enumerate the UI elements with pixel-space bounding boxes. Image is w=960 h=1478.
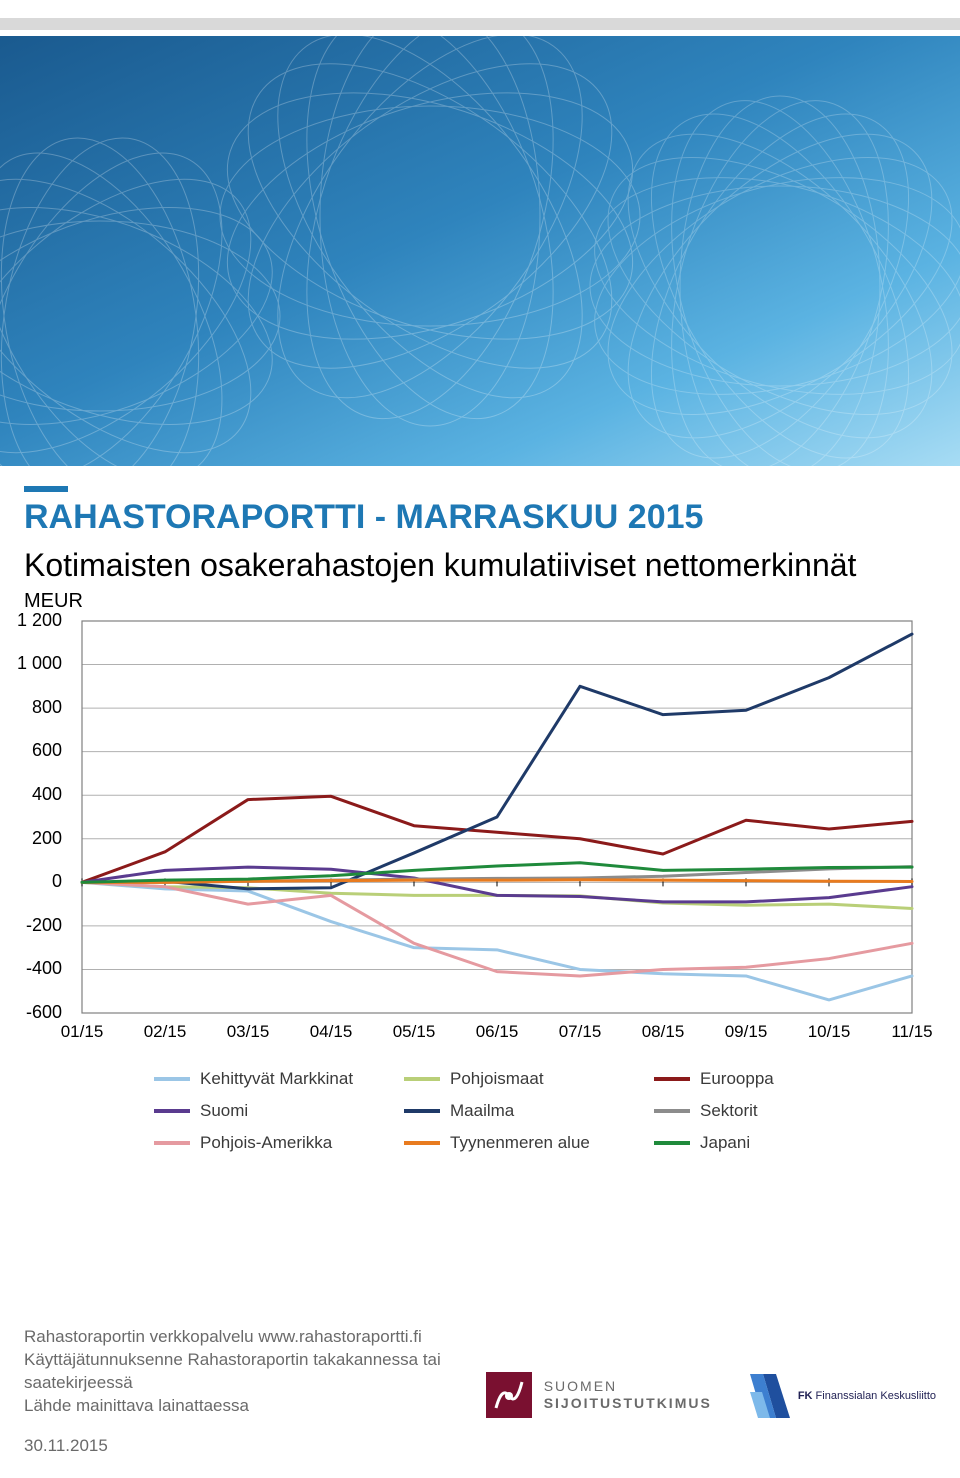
legend-label: Eurooppa: [700, 1069, 774, 1089]
footer-line-2: Käyttäjätunnuksenne Rahastoraportin taka…: [24, 1349, 936, 1372]
legend-item: Kehittyvät Markkinat: [154, 1069, 404, 1089]
logos: SUOMEN SIJOITUSTUTKIMUS FK Finanssialan …: [486, 1372, 936, 1418]
y-tick-label: 800: [0, 697, 62, 718]
x-tick-label: 10/15: [808, 1022, 851, 1042]
logo-fk: FK Finanssialan Keskusliitto: [750, 1374, 936, 1418]
legend: Kehittyvät Markkinat Pohjoismaat Eurooppa S…: [154, 1069, 936, 1153]
y-tick-label: -200: [0, 915, 62, 936]
legend-label: Sektorit: [700, 1101, 758, 1121]
sst-line-1: SUOMEN: [544, 1378, 712, 1396]
y-tick-label: 200: [0, 828, 62, 849]
title-accent: [24, 486, 68, 492]
x-tick-label: 06/15: [476, 1022, 519, 1042]
y-tick-label: -400: [0, 958, 62, 979]
legend-swatch: [154, 1109, 190, 1113]
legend-item: Suomi: [154, 1101, 404, 1121]
legend-item: Pohjoismaat: [404, 1069, 654, 1089]
legend-label: Suomi: [200, 1101, 248, 1121]
legend-swatch: [404, 1077, 440, 1081]
y-tick-label: 1 200: [0, 610, 62, 631]
legend-swatch: [154, 1077, 190, 1081]
x-tick-label: 11/15: [891, 1022, 932, 1042]
legend-label: Maailma: [450, 1101, 514, 1121]
top-divider: [0, 18, 960, 30]
legend-label: Pohjois-Amerikka: [200, 1133, 332, 1153]
y-tick-label: 400: [0, 784, 62, 805]
subtitle: Kotimaisten osakerahastojen kumulatiivis…: [24, 547, 936, 584]
legend-item: Eurooppa: [654, 1069, 904, 1089]
sst-line-2: SIJOITUSTUTKIMUS: [544, 1395, 712, 1413]
x-tick-label: 08/15: [642, 1022, 685, 1042]
y-tick-label: 1 000: [0, 653, 62, 674]
legend-swatch: [404, 1109, 440, 1113]
legend-swatch: [654, 1077, 690, 1081]
legend-label: Pohjoismaat: [450, 1069, 544, 1089]
fk-icon: [750, 1374, 790, 1418]
legend-item: Maailma: [404, 1101, 654, 1121]
unit-label: MEUR: [24, 590, 936, 613]
x-tick-label: 02/15: [144, 1022, 187, 1042]
legend-swatch: [154, 1141, 190, 1145]
legend-swatch: [654, 1141, 690, 1145]
legend-label: Tyynenmeren alue: [450, 1133, 590, 1153]
banner-pattern: [0, 36, 960, 466]
x-tick-label: 04/15: [310, 1022, 353, 1042]
x-tick-label: 09/15: [725, 1022, 768, 1042]
y-tick-label: -600: [0, 1002, 62, 1023]
footer-line-1: Rahastoraportin verkkopalvelu www.rahast…: [24, 1326, 936, 1349]
legend-swatch: [404, 1141, 440, 1145]
legend-item: Sektorit: [654, 1101, 904, 1121]
fk-text: Finanssialan Keskusliitto: [816, 1390, 936, 1402]
report-date: 30.11.2015: [24, 1436, 108, 1456]
legend-label: Japani: [700, 1133, 750, 1153]
x-tick-label: 01/15: [61, 1022, 104, 1042]
legend-item: Pohjois-Amerikka: [154, 1133, 404, 1153]
logo-sijoitustutkimus: SUOMEN SIJOITUSTUTKIMUS: [486, 1372, 712, 1418]
x-tick-label: 07/15: [559, 1022, 602, 1042]
legend-label: Kehittyvät Markkinat: [200, 1069, 353, 1089]
x-tick-label: 05/15: [393, 1022, 436, 1042]
y-tick-label: 600: [0, 740, 62, 761]
fk-prefix: FK: [798, 1390, 813, 1402]
legend-item: Japani: [654, 1133, 904, 1153]
sst-icon: [486, 1372, 532, 1418]
y-tick-label: 0: [0, 871, 62, 892]
legend-item: Tyynenmeren alue: [404, 1133, 654, 1153]
banner: [0, 36, 960, 466]
page-title: RAHASTORAPORTTI - MARRASKUU 2015: [24, 498, 936, 537]
x-tick-label: 03/15: [227, 1022, 270, 1042]
line-chart: 1 2001 0008006004002000-200-400-600 01/1…: [24, 617, 924, 1047]
legend-swatch: [654, 1109, 690, 1113]
